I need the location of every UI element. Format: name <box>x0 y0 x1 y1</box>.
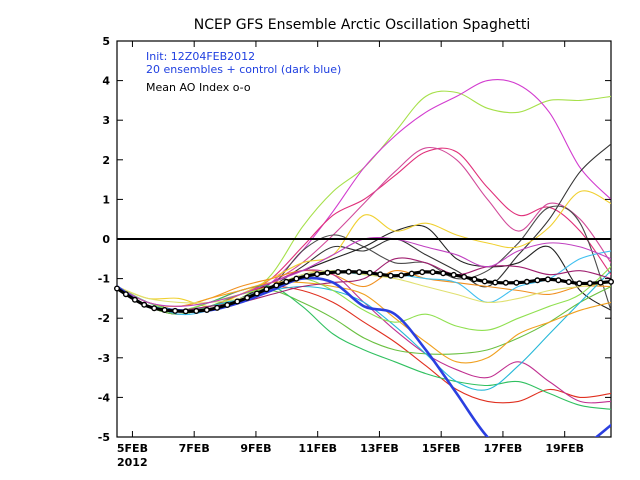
mean-marker <box>398 272 405 279</box>
mean-ao-series <box>113 268 615 315</box>
mean-marker <box>324 269 331 276</box>
x-tick-label: 13FEB <box>360 442 399 455</box>
y-tick-label: 0 <box>102 233 110 246</box>
x-axis-year-label: 2012 <box>117 456 148 469</box>
mean-marker <box>608 278 615 285</box>
ensemble-annotation: 20 ensembles + control (dark blue) <box>146 63 341 76</box>
y-tick-label: 1 <box>102 193 110 206</box>
mean-marker <box>283 278 290 285</box>
y-tick-label: -1 <box>98 273 110 286</box>
mean-marker <box>172 307 179 314</box>
x-tick-label: 19FEB <box>545 442 584 455</box>
mean-marker <box>293 275 300 282</box>
mean-marker <box>429 269 436 276</box>
x-tick-label: 15FEB <box>422 442 461 455</box>
y-axis: 5 4 3 2 1 0 -1 -2 -3 -4 -5 <box>98 35 611 444</box>
x-tick-label: 11FEB <box>298 442 337 455</box>
mean-annotation: Mean AO Index o-o <box>146 81 251 94</box>
mean-marker <box>576 280 583 287</box>
y-tick-label: -3 <box>98 352 110 365</box>
y-tick-label: -4 <box>98 391 111 404</box>
mean-marker <box>419 269 426 276</box>
mean-marker <box>513 279 520 286</box>
x-axis: 5FEB 7FEB 9FEB 11FEB 13FEB 15FEB 17FEB 19FEB <box>117 41 584 455</box>
mean-marker <box>586 280 593 287</box>
mean-marker <box>314 271 321 278</box>
mean-marker <box>544 276 551 283</box>
x-tick-label: 7FEB <box>179 442 210 455</box>
mean-marker <box>303 273 310 280</box>
y-tick-label: -2 <box>98 312 110 325</box>
mean-marker <box>234 298 241 305</box>
mean-marker <box>182 308 189 315</box>
mean-marker <box>203 307 210 314</box>
mean-marker <box>408 270 415 277</box>
mean-marker <box>481 278 488 285</box>
x-tick-label: 5FEB <box>117 442 148 455</box>
ensemble-series-line <box>117 281 611 364</box>
mean-marker <box>377 271 384 278</box>
mean-marker <box>193 308 200 315</box>
mean-marker <box>345 268 352 275</box>
mean-marker <box>253 290 260 297</box>
mean-marker <box>366 269 373 276</box>
mean-marker <box>122 291 129 298</box>
mean-marker <box>113 285 120 292</box>
chart-title: NCEP GFS Ensemble Arctic Oscillation Spa… <box>194 17 530 33</box>
mean-marker <box>387 272 394 279</box>
mean-marker <box>141 301 148 308</box>
mean-marker <box>244 294 251 301</box>
mean-marker <box>461 273 468 280</box>
mean-marker <box>471 276 478 283</box>
y-tick-label: 5 <box>102 35 110 48</box>
y-tick-label: -5 <box>98 431 110 444</box>
ensemble-series-line <box>117 266 611 331</box>
x-tick-label: 9FEB <box>240 442 271 455</box>
mean-marker <box>356 269 363 276</box>
ensemble-series-line <box>117 270 611 304</box>
ensemble-series-line <box>117 257 611 311</box>
mean-marker <box>224 302 231 309</box>
y-tick-label: 2 <box>102 154 110 167</box>
mean-marker <box>263 286 270 293</box>
mean-marker <box>440 270 447 277</box>
x-tick-label: 17FEB <box>484 442 523 455</box>
mean-marker <box>555 277 562 284</box>
mean-marker <box>492 279 499 286</box>
mean-marker <box>450 271 457 278</box>
mean-marker <box>151 305 158 312</box>
y-tick-label: 4 <box>102 75 110 88</box>
y-tick-label: 3 <box>102 114 110 127</box>
mean-marker <box>565 279 572 286</box>
mean-marker <box>534 277 541 284</box>
mean-marker <box>131 296 138 303</box>
mean-marker <box>523 278 530 285</box>
mean-marker <box>502 279 509 286</box>
mean-marker <box>161 307 168 314</box>
mean-marker <box>214 304 221 311</box>
mean-marker <box>273 282 280 289</box>
mean-marker <box>597 279 604 286</box>
init-annotation: Init: 12Z04FEB2012 <box>146 50 255 63</box>
mean-marker <box>335 269 342 276</box>
